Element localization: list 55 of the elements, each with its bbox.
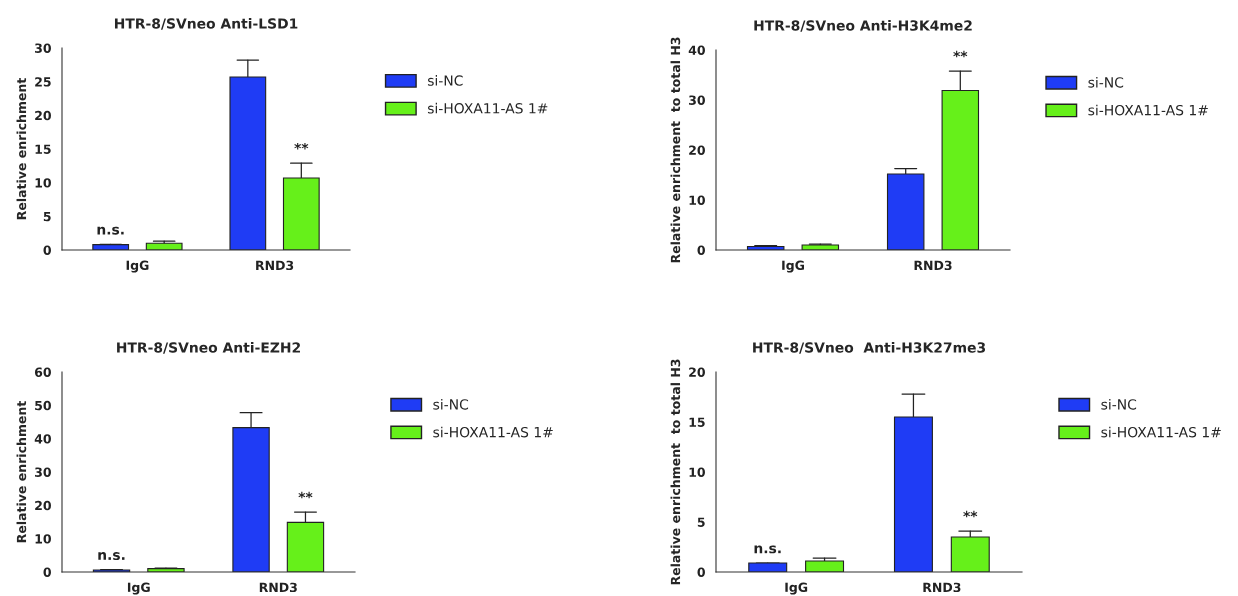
legend-label: si-NC (1088, 76, 1124, 88)
y-tick-label: 50 (35, 400, 51, 411)
y-tick-label: 0 (43, 245, 51, 255)
y-tick-label: 60 (34, 367, 51, 377)
chart-title: HTR-8/SVneo Anti-EZH2 (117, 342, 300, 354)
legend-label: si-HOXA11-AS 1# (1088, 104, 1208, 116)
chart-title: HTR-8/SVneo Anti-H3K4me2 (754, 20, 972, 32)
x-tick-label: RND3 (259, 582, 297, 593)
y-axis-title: Relative enrichment to total H3 (670, 37, 681, 263)
y-tick-label: 30 (35, 43, 51, 53)
y-tick-label: 40 (688, 45, 705, 55)
y-tick-label: 10 (689, 467, 705, 477)
x-tick-label: IgG (127, 582, 150, 595)
annotation: ** (294, 143, 309, 150)
x-tick-label: IgG (782, 260, 805, 273)
legend-label: si-HOXA11-AS 1# (1101, 426, 1221, 438)
y-tick-label: 30 (689, 95, 705, 105)
y-tick-label: 25 (35, 77, 51, 87)
x-tick-label: IgG (785, 582, 808, 595)
y-tick-label: 0 (43, 567, 51, 577)
y-tick-label: 0 (697, 245, 705, 255)
annotation: ** (963, 510, 978, 518)
y-tick-label: 20 (35, 500, 51, 511)
annotation: ** (298, 491, 313, 499)
y-tick-label: 40 (34, 434, 51, 444)
x-tick-label: RND3 (256, 260, 294, 271)
y-tick-label: 20 (689, 367, 705, 377)
y-tick-label: 15 (689, 417, 705, 427)
y-tick-label: 0 (697, 567, 705, 577)
y-axis-title: Relative enrichment to total H3 (670, 359, 681, 585)
y-axis-title: Relative enrichment (16, 78, 27, 220)
y-tick-label: 10 (35, 178, 51, 188)
annotation: n.s. (97, 226, 124, 235)
annotation: ** (953, 50, 968, 58)
x-tick-label: IgG (126, 260, 149, 273)
y-tick-label: 15 (35, 144, 51, 154)
annotation: n.s. (98, 552, 125, 561)
chart-title: HTR-8/SVneo Anti-LSD1 (114, 18, 298, 30)
legend-label: si-HOXA11-AS 1# (427, 102, 548, 114)
y-tick-label: 5 (43, 211, 51, 222)
legend-label: si-NC (1101, 398, 1137, 410)
y-tick-label: 20 (35, 110, 51, 121)
legend-label: si-HOXA11-AS 1# (433, 426, 553, 438)
y-tick-label: 5 (697, 517, 705, 527)
y-tick-label: 10 (35, 534, 51, 544)
y-tick-label: 20 (689, 145, 705, 155)
y-tick-label: 10 (689, 195, 705, 205)
legend-label: si-NC (427, 75, 463, 86)
x-tick-label: RND3 (914, 260, 952, 271)
y-axis-title: Relative enrichment (16, 401, 27, 543)
x-tick-label: RND3 (923, 582, 961, 593)
chart-title: HTR-8/SVneo Anti-H3K27me3 (753, 342, 986, 354)
y-tick-label: 30 (35, 467, 51, 477)
annotation: n.s. (754, 545, 781, 554)
legend-label: si-NC (433, 398, 469, 410)
